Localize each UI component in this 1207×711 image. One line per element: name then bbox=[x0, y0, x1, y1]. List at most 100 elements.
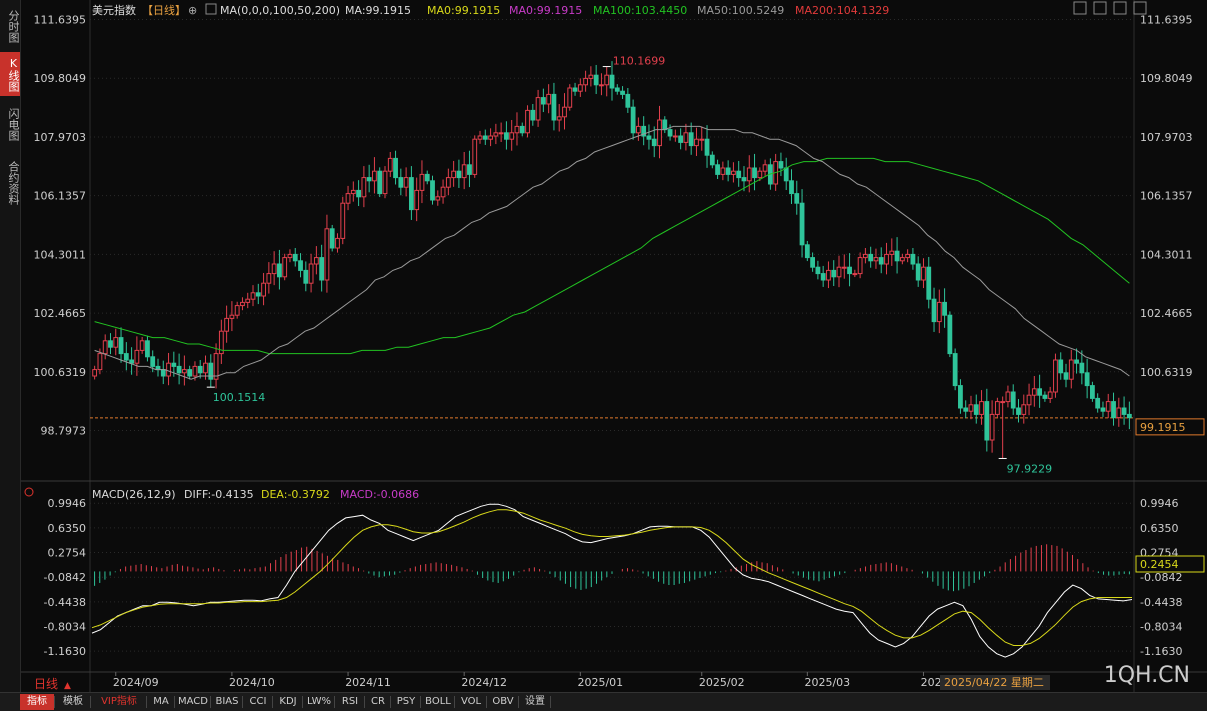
candle[interactable] bbox=[113, 337, 119, 348]
candle[interactable] bbox=[1068, 359, 1074, 380]
candle[interactable] bbox=[461, 164, 467, 179]
candle[interactable] bbox=[588, 74, 594, 79]
candle[interactable] bbox=[97, 353, 103, 371]
candle[interactable] bbox=[609, 74, 615, 89]
macd-pane-icon[interactable] bbox=[24, 487, 34, 497]
candle[interactable] bbox=[757, 170, 763, 179]
candle[interactable] bbox=[250, 292, 256, 300]
candle[interactable] bbox=[393, 157, 398, 179]
zoom-out-icon[interactable] bbox=[1093, 1, 1107, 15]
candle[interactable] bbox=[504, 132, 509, 140]
candle[interactable] bbox=[926, 266, 932, 300]
candle[interactable] bbox=[1090, 385, 1095, 399]
candle[interactable] bbox=[994, 401, 1000, 415]
candle[interactable] bbox=[1116, 407, 1122, 419]
candle[interactable] bbox=[1079, 362, 1085, 374]
candle[interactable] bbox=[620, 90, 625, 95]
candle[interactable] bbox=[857, 257, 863, 275]
candle[interactable] bbox=[973, 404, 979, 415]
candle[interactable] bbox=[936, 301, 942, 323]
toolbar-item-7[interactable]: KDJ bbox=[279, 696, 297, 707]
candle[interactable] bbox=[899, 257, 905, 262]
toolbar-item-11[interactable]: PSY bbox=[396, 696, 416, 707]
candle[interactable] bbox=[1031, 388, 1037, 396]
candle[interactable] bbox=[255, 292, 261, 297]
candle[interactable] bbox=[108, 340, 113, 348]
candle[interactable] bbox=[514, 125, 520, 134]
candle[interactable] bbox=[852, 273, 858, 276]
candle[interactable] bbox=[488, 135, 493, 140]
candle[interactable] bbox=[451, 170, 457, 179]
candle[interactable] bbox=[572, 87, 578, 92]
candle[interactable] bbox=[646, 135, 652, 140]
candle[interactable] bbox=[482, 135, 488, 140]
candle[interactable] bbox=[134, 349, 140, 364]
candle[interactable] bbox=[266, 273, 272, 284]
candle[interactable] bbox=[472, 138, 478, 175]
candle[interactable] bbox=[810, 257, 816, 268]
candle[interactable] bbox=[540, 97, 546, 105]
candle[interactable] bbox=[1047, 391, 1053, 399]
candle[interactable] bbox=[176, 365, 182, 374]
candle[interactable] bbox=[683, 132, 689, 143]
candle[interactable] bbox=[271, 263, 277, 275]
candle[interactable] bbox=[741, 177, 747, 182]
candle[interactable] bbox=[1016, 407, 1021, 415]
candle[interactable] bbox=[593, 74, 599, 86]
candle[interactable] bbox=[1058, 359, 1064, 374]
candle[interactable] bbox=[746, 167, 752, 182]
candle[interactable] bbox=[118, 337, 124, 355]
candle[interactable] bbox=[889, 250, 895, 255]
candle[interactable] bbox=[968, 404, 974, 412]
candle[interactable] bbox=[868, 253, 874, 262]
candle[interactable] bbox=[340, 202, 346, 239]
split-icon[interactable] bbox=[1113, 1, 1127, 15]
candle[interactable] bbox=[989, 413, 995, 441]
candle[interactable] bbox=[187, 369, 193, 377]
candle[interactable] bbox=[192, 365, 198, 377]
candle[interactable] bbox=[725, 167, 731, 175]
window-icon[interactable] bbox=[1133, 1, 1147, 15]
candle[interactable] bbox=[789, 180, 794, 195]
candle[interactable] bbox=[430, 180, 435, 201]
candle[interactable] bbox=[245, 298, 251, 303]
candle[interactable] bbox=[836, 266, 842, 278]
candle[interactable] bbox=[794, 193, 800, 204]
candle[interactable] bbox=[910, 253, 916, 265]
candle[interactable] bbox=[477, 135, 483, 140]
candle[interactable] bbox=[1095, 397, 1101, 409]
candle[interactable] bbox=[1042, 394, 1048, 399]
candle[interactable] bbox=[562, 106, 567, 118]
candle[interactable] bbox=[884, 253, 889, 265]
tab-contract-info[interactable]: 合约资料 bbox=[7, 161, 20, 205]
candle[interactable] bbox=[440, 186, 446, 198]
candle[interactable] bbox=[224, 317, 230, 332]
candle[interactable] bbox=[577, 84, 583, 92]
candle[interactable] bbox=[952, 353, 958, 387]
candle[interactable] bbox=[150, 356, 156, 367]
candle[interactable] bbox=[667, 129, 673, 137]
candle[interactable] bbox=[688, 132, 694, 147]
candle[interactable] bbox=[1026, 394, 1032, 406]
toolbar-item-9[interactable]: RSI bbox=[341, 696, 359, 707]
candle[interactable] bbox=[752, 167, 757, 179]
candle[interactable] bbox=[1084, 372, 1090, 387]
candle[interactable] bbox=[1053, 359, 1058, 393]
candle[interactable] bbox=[878, 257, 884, 265]
candle[interactable] bbox=[240, 301, 245, 307]
candle[interactable] bbox=[181, 369, 187, 374]
candle[interactable] bbox=[556, 116, 562, 121]
candle[interactable] bbox=[456, 170, 462, 179]
candle[interactable] bbox=[166, 362, 171, 377]
candle[interactable] bbox=[403, 177, 409, 188]
tab-kline[interactable]: K线图 bbox=[0, 52, 20, 96]
candle[interactable] bbox=[160, 369, 166, 377]
toolbar-item-3[interactable]: MA bbox=[153, 696, 169, 707]
toolbar-item-13[interactable]: VOL bbox=[460, 696, 482, 707]
candle[interactable] bbox=[445, 177, 451, 188]
candle[interactable] bbox=[614, 87, 620, 92]
candle[interactable] bbox=[129, 359, 134, 364]
candle[interactable] bbox=[984, 401, 990, 441]
candle[interactable] bbox=[651, 138, 657, 147]
candle[interactable] bbox=[377, 170, 383, 195]
